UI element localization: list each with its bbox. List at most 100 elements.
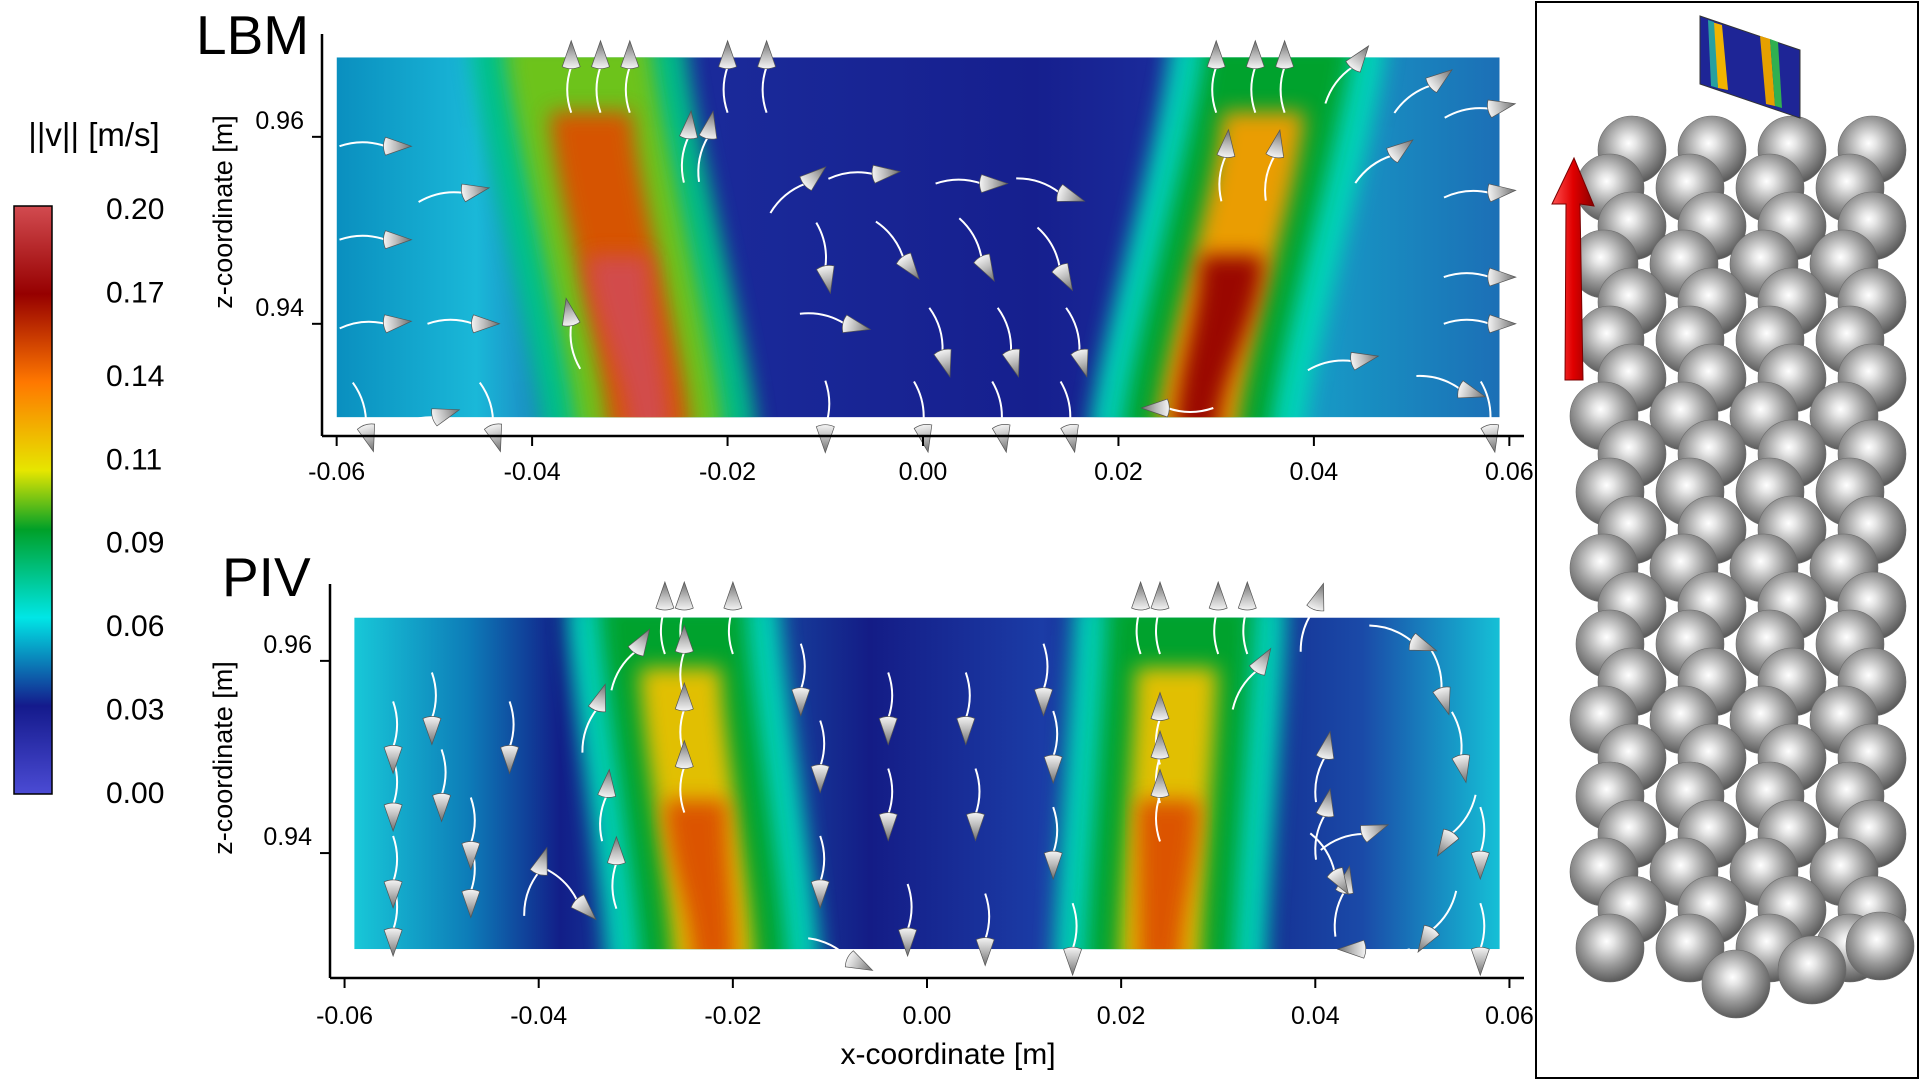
streamline [1443,189,1491,199]
velocity-arrow [461,889,481,919]
streamline [1431,890,1458,931]
streamline [1242,607,1249,655]
streamline [595,66,602,114]
sphere [1655,913,1725,983]
velocity-arrow [674,739,694,769]
velocity-arrow [1051,262,1073,292]
velocity-arrow [1140,398,1170,418]
velocity-arrow [1315,788,1335,818]
velocity-arrow [1386,139,1414,164]
colorbar-title: ||v|| [m/s] [28,116,159,153]
velocity-arrow [1043,850,1063,881]
streamline [389,416,435,432]
velocity-arrow [1457,380,1487,399]
streamline [1071,902,1078,950]
streamline [769,182,807,214]
sphere [1701,949,1771,1019]
velocity-arrow [1360,824,1390,843]
streamline [1052,710,1059,758]
streamline [964,672,971,719]
velocity-arrow [561,297,581,327]
velocity-arrow [810,764,830,794]
velocity-arrow [1056,183,1086,202]
y-tick-label: 0.96 [263,631,312,659]
lbm-velocity-arrows [356,39,1517,454]
piv-panel-label: PIV [222,546,311,608]
velocity-arrow [913,423,933,454]
x-tick-label: 0.02 [1097,1002,1146,1030]
streamline [1354,154,1393,184]
jet-band [1137,799,1200,950]
streamline [819,835,826,883]
streamline [523,871,540,916]
velocity-arrow [1350,351,1380,371]
streamline [974,768,981,815]
x-tick-label: -0.06 [308,458,365,486]
streamline [697,136,709,183]
velocity-arrow [620,39,640,70]
velocity-arrow [1432,686,1451,716]
streamline [1443,318,1491,325]
streamline [1451,711,1463,758]
streamline [799,643,806,691]
velocity-arrow [991,423,1011,454]
streamline [610,650,637,691]
velocity-arrow [587,683,606,713]
streamline [996,307,1013,352]
streamline [958,217,983,259]
streamline [1307,359,1354,372]
velocity-arrow [383,230,413,250]
colorbar-tick-label: 0.14 [106,360,164,393]
velocity-arrow [570,894,597,921]
x-axis-label: x-coordinate [m] [840,1038,1055,1071]
streamline [581,708,598,753]
velocity-arrow [383,136,413,156]
streamline [1231,669,1258,710]
velocity-arrow [1208,580,1228,611]
streamline [815,222,827,268]
jet-band [1175,255,1263,418]
streamline [508,701,515,748]
sphere-packing [1569,115,1915,1019]
streamline [478,382,495,427]
jet-band [587,255,671,418]
velocity-arrow [1275,39,1295,70]
streamline [1052,806,1059,854]
streamline [727,607,734,655]
velocity-arrow [871,164,902,184]
velocity-arrow [810,879,830,909]
streamline [928,307,944,352]
velocity-arrow [791,687,811,717]
streamline [1443,272,1491,279]
velocity-arrow [597,768,617,798]
streamline [906,883,913,931]
streamline [875,220,905,259]
streamline [722,66,729,114]
velocity-arrow [966,812,985,842]
streamline [887,768,894,815]
jet-band [665,799,735,950]
velocity-arrow [979,174,1009,194]
colorbar: ||v|| [m/s] 0.20 0.17 0.14 0.11 0.09 0.06 0.03… [13,116,164,810]
velocity-arrow [1336,939,1367,959]
y-tick-label: 0.94 [255,294,304,322]
streamline [339,141,386,148]
streamline [935,178,982,185]
streamline [1036,226,1061,268]
velocity-arrow [1060,423,1079,454]
velocity-arrow [1451,754,1471,784]
velocity-arrow [718,39,738,70]
velocity-arrow [1425,69,1453,94]
x-tick-label: -0.06 [316,1002,373,1030]
x-tick-label: -0.02 [699,458,756,486]
streamline [761,66,768,114]
velocity-arrow [356,423,375,453]
streamline [611,862,618,910]
packed-bed-inset [1535,1,1919,1079]
sphere [1575,913,1645,983]
velocity-arrow [1248,647,1272,676]
streamline [1218,155,1227,202]
velocity-arrow [815,424,835,454]
piv-streamlines [392,607,1486,960]
velocity-arrow [816,264,835,295]
